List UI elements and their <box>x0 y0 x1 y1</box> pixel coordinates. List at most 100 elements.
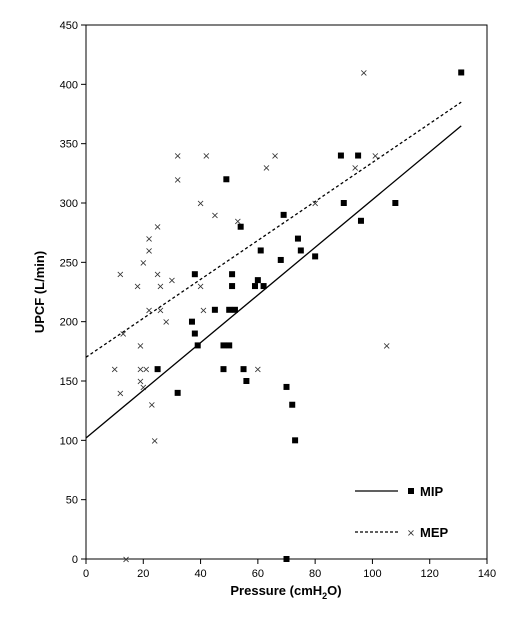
data-point-mip <box>289 401 296 408</box>
fit-line-mep <box>85 101 462 358</box>
data-point-mep: × <box>116 388 124 399</box>
plot-area-frame <box>85 24 488 560</box>
data-point-mep: × <box>196 199 204 210</box>
data-point-mip <box>283 556 290 562</box>
data-point-mip <box>357 217 364 224</box>
data-point-mep: × <box>122 555 130 566</box>
data-point-mep: × <box>139 382 147 393</box>
data-point-mep: × <box>151 436 159 447</box>
data-point-mep: × <box>148 400 156 411</box>
regression-lines <box>85 101 462 439</box>
data-point-mip <box>220 366 227 373</box>
y-tick-label: 450 <box>60 20 78 32</box>
y-axis-label: UPCF (L/min) <box>32 251 47 333</box>
data-points: ××××××××××××××××××××××××××××××××××××××× <box>110 68 465 566</box>
data-point-mip <box>243 378 250 384</box>
x-tick-label: 140 <box>478 568 496 580</box>
data-point-mep: × <box>133 282 141 293</box>
data-point-mip <box>257 247 264 254</box>
x-tick-label: 80 <box>309 568 321 580</box>
data-point-mip <box>254 277 261 284</box>
data-point-mep: × <box>196 282 204 293</box>
data-point-mip <box>458 69 465 76</box>
data-point-mip <box>229 283 236 290</box>
data-point-mip <box>294 235 301 242</box>
data-point-mip <box>211 306 218 313</box>
y-tick-label: 350 <box>60 139 78 151</box>
data-point-mep: × <box>136 341 144 352</box>
x-tick-label: 120 <box>421 568 439 580</box>
legend: MIP × MEP <box>355 484 449 540</box>
data-point-mep: × <box>202 151 210 162</box>
legend-marker-mep: × <box>407 528 415 539</box>
data-point-mep: × <box>156 305 164 316</box>
data-point-mep: × <box>254 365 262 376</box>
data-point-mip <box>277 256 284 263</box>
data-point-mep: × <box>383 341 391 352</box>
data-point-mip <box>340 200 347 206</box>
data-point-mep: × <box>173 175 181 186</box>
data-point-mep: × <box>162 317 170 328</box>
data-point-mep: × <box>199 305 207 316</box>
data-point-mep: × <box>153 222 161 233</box>
y-tick-label: 0 <box>72 554 78 566</box>
data-point-mep: × <box>311 199 319 210</box>
data-point-mep: × <box>145 246 153 257</box>
data-point-mip <box>174 389 181 396</box>
data-point-mip <box>283 383 290 390</box>
y-axis: 0 50 100 150 200 250 300 350 400 450 <box>60 20 86 566</box>
data-point-mip <box>223 176 230 183</box>
data-point-mep: × <box>119 329 127 340</box>
data-point-mip <box>312 253 319 260</box>
x-tick-label: 20 <box>137 568 149 580</box>
data-point-mep: × <box>145 305 153 316</box>
data-point-mep: × <box>142 365 150 376</box>
data-point-mip <box>220 342 227 349</box>
data-point-mip <box>337 152 344 159</box>
fit-line-mip <box>85 125 462 439</box>
data-point-mep: × <box>139 258 147 269</box>
data-point-mep: × <box>156 282 164 293</box>
data-point-mip <box>194 342 201 349</box>
legend-label-mip: MIP <box>420 484 443 499</box>
data-point-mep: × <box>262 163 270 174</box>
y-tick-label: 200 <box>60 317 78 329</box>
data-point-mep: × <box>136 365 144 376</box>
data-point-mip <box>355 152 362 159</box>
y-tick-label: 400 <box>60 79 78 91</box>
data-point-mep: × <box>173 151 181 162</box>
data-point-mep: × <box>211 210 219 221</box>
data-point-mip <box>240 366 247 373</box>
data-point-mep: × <box>168 276 176 287</box>
data-point-mip <box>191 271 198 278</box>
y-tick-label: 50 <box>66 495 78 507</box>
data-point-mep: × <box>153 270 161 281</box>
x-tick-label: 60 <box>252 568 264 580</box>
x-axis-label-subscript: 2 <box>322 591 327 601</box>
x-axis-label: Pressure (cmH2O) <box>230 583 341 601</box>
y-tick-label: 250 <box>60 257 78 269</box>
x-axis: 0 20 40 60 80 100 120 140 <box>83 559 496 580</box>
data-point-mep: × <box>351 163 359 174</box>
data-point-mip <box>188 318 195 325</box>
data-point-mep: × <box>136 377 144 388</box>
x-tick-label: 0 <box>83 568 89 580</box>
data-point-mip <box>292 437 299 444</box>
x-tick-label: 40 <box>194 568 206 580</box>
data-point-mip <box>297 247 304 254</box>
data-point-mip <box>280 211 287 218</box>
data-point-mip <box>260 283 267 290</box>
data-point-mip <box>226 306 233 313</box>
data-point-mip <box>231 306 238 313</box>
data-point-mep: × <box>371 151 379 162</box>
legend-marker-mip <box>408 488 414 494</box>
x-tick-label: 100 <box>363 568 381 580</box>
data-point-mep: × <box>110 365 118 376</box>
data-point-mep: × <box>360 68 368 79</box>
data-point-mep: × <box>116 270 124 281</box>
data-point-mep: × <box>271 151 279 162</box>
data-point-mep: × <box>145 234 153 245</box>
y-tick-label: 100 <box>60 435 78 447</box>
data-point-mip <box>154 366 161 373</box>
